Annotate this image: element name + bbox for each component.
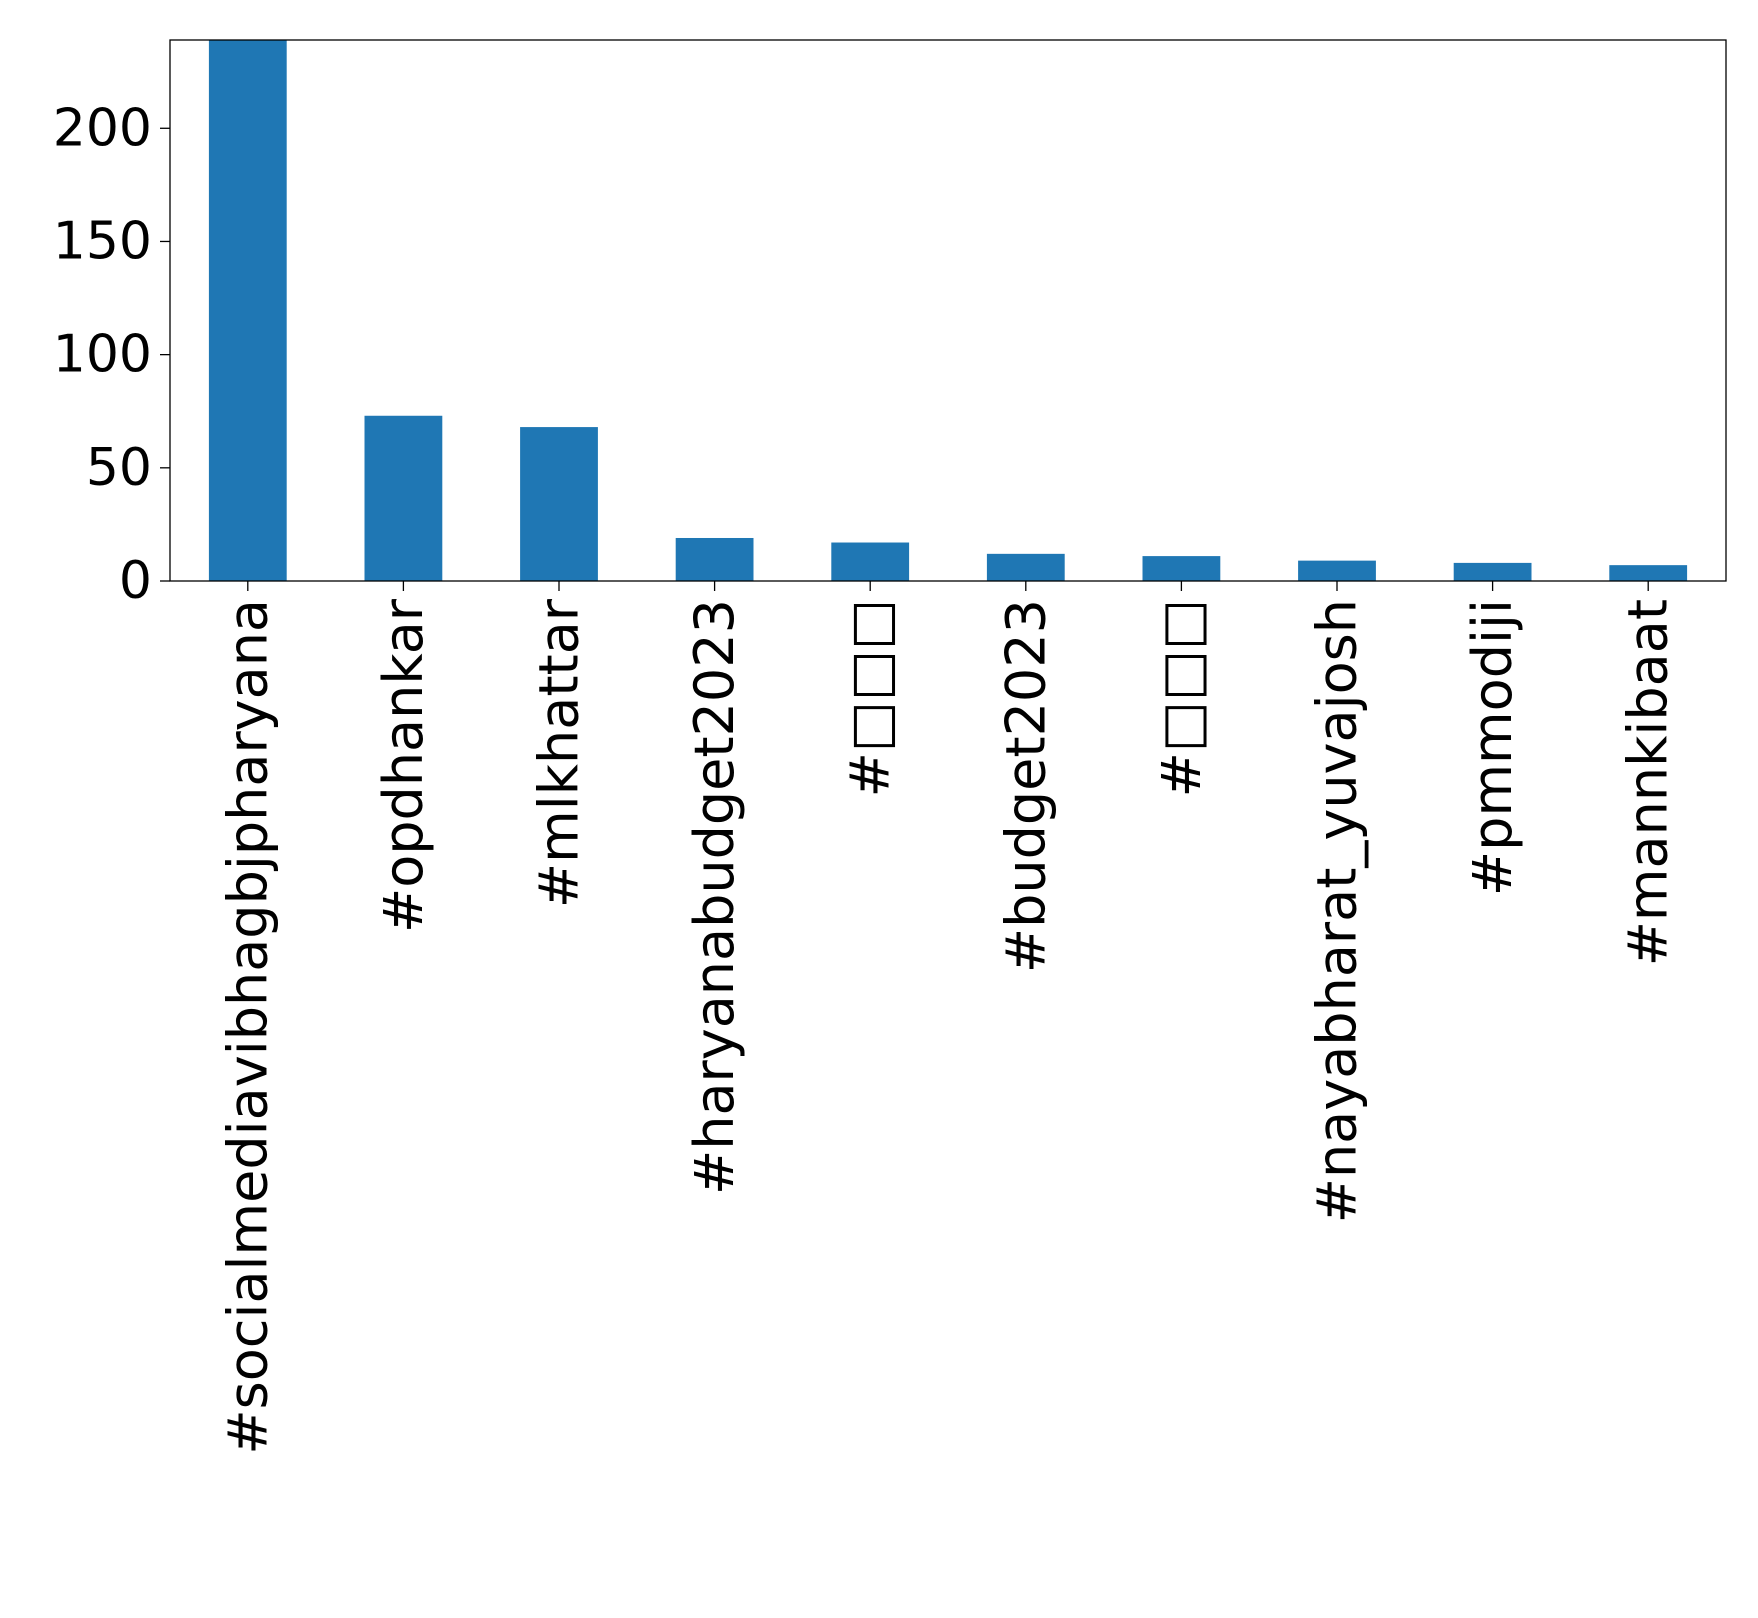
x-tick-label: #mlkhattar [528, 598, 591, 908]
y-tick-label: 100 [53, 325, 152, 385]
bar [1142, 556, 1221, 581]
x-axis: #socialmediavibhagbjpharyana #opdhankar #m… [216, 581, 1680, 1455]
bar [208, 40, 287, 581]
bar [986, 553, 1065, 581]
bar [1453, 562, 1532, 581]
y-tick-label: 150 [53, 211, 152, 271]
bar [1609, 565, 1688, 581]
x-tick-label: #socialmediavibhagbjpharyana [216, 599, 279, 1455]
plot-frame [169, 39, 1727, 582]
x-tick-label: #mannkibaat [1617, 599, 1680, 966]
bars-layer [208, 40, 1688, 581]
bar [1298, 560, 1376, 581]
x-tick-label: #haryanabudget2023 [683, 599, 746, 1195]
y-tick-label: 50 [86, 438, 152, 498]
bar [364, 415, 443, 581]
x-tick-label: #pmmodiji [1461, 599, 1524, 896]
x-tick-label: #nayabharat_yuvajosh [1306, 599, 1369, 1223]
x-tick-label: #□□□ [839, 599, 902, 797]
bar [520, 427, 598, 581]
x-tick-label: #□□□ [1150, 599, 1213, 797]
axes-layer [169, 39, 1727, 582]
y-axis: 0 50 100 150 200 [53, 98, 170, 611]
bar [831, 542, 910, 581]
bar [675, 537, 754, 581]
x-tick-label: #budget2023 [994, 599, 1057, 973]
y-tick-label: 200 [53, 98, 152, 158]
x-tick-label: #opdhankar [372, 598, 435, 933]
y-tick-label: 0 [119, 551, 152, 611]
